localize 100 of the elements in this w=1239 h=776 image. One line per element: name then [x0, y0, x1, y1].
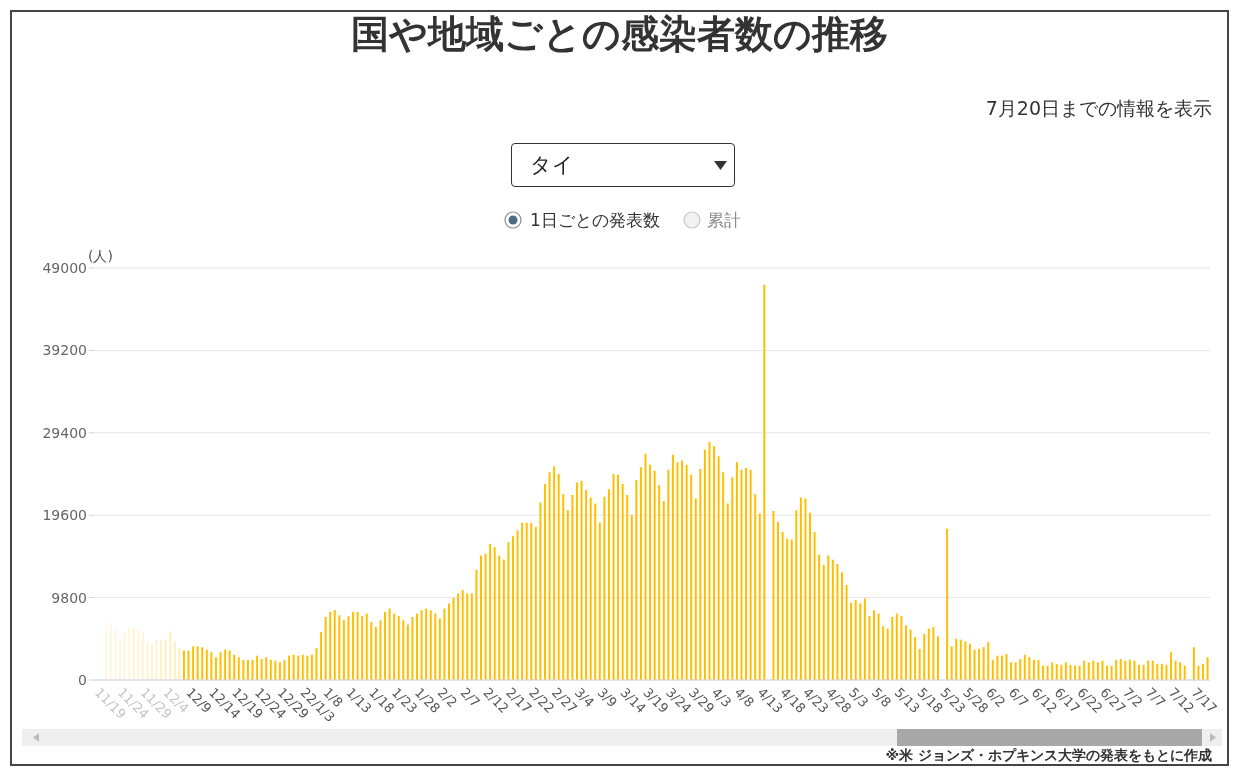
- bar: [868, 616, 871, 680]
- bar: [566, 510, 569, 680]
- bar: [420, 610, 423, 680]
- bar: [918, 648, 921, 680]
- bar: [484, 553, 487, 680]
- bar: [452, 597, 455, 680]
- bar: [1055, 664, 1058, 680]
- bar: [141, 632, 144, 680]
- bar: [466, 593, 469, 680]
- bar: [530, 522, 533, 680]
- bar: [598, 522, 601, 680]
- bar: [1124, 660, 1127, 680]
- bar: [872, 610, 875, 680]
- bar: [1087, 662, 1090, 680]
- bar: [685, 464, 688, 680]
- bar: [402, 620, 405, 680]
- bar: [306, 655, 309, 680]
- bar: [388, 608, 391, 680]
- bar: [777, 521, 780, 680]
- bar: [745, 468, 748, 680]
- bar: [681, 460, 684, 680]
- dropdown: タイ: [511, 143, 735, 187]
- bar: [461, 590, 464, 680]
- bar: [955, 638, 958, 680]
- chart-title: 国や地域ごとの感染者数の推移: [350, 12, 889, 56]
- bar: [411, 616, 414, 680]
- bar: [443, 608, 446, 680]
- bar: [1160, 664, 1163, 680]
- bar: [274, 660, 277, 680]
- bar: [457, 593, 460, 680]
- bar: [1138, 664, 1141, 680]
- x-tick-label: 6/7: [1005, 684, 1032, 711]
- bar: [292, 654, 295, 680]
- bar: [543, 484, 546, 680]
- bar: [585, 489, 588, 680]
- bar: [630, 515, 633, 680]
- bar: [438, 618, 441, 680]
- bar: [425, 608, 428, 680]
- bar: [968, 643, 971, 680]
- bar: [1032, 659, 1035, 680]
- bar: [384, 611, 387, 680]
- x-tick-label: 3/9: [594, 684, 621, 711]
- bar: [571, 495, 574, 680]
- bar: [575, 482, 578, 680]
- bar: [891, 616, 894, 680]
- bar: [429, 610, 432, 680]
- bar: [516, 530, 519, 680]
- bar: [1000, 655, 1003, 680]
- bar: [936, 636, 939, 680]
- bar: [987, 642, 990, 680]
- bar: [909, 629, 912, 680]
- bar: [690, 474, 693, 680]
- bar: [667, 469, 670, 680]
- bar: [1096, 662, 1099, 680]
- bar: [726, 503, 729, 680]
- bar: [356, 611, 359, 680]
- bar: [1202, 664, 1204, 680]
- x-tick-label: 5/8: [868, 684, 895, 711]
- bar: [169, 631, 172, 680]
- bar: [1042, 665, 1045, 680]
- bar: [1197, 665, 1200, 680]
- bar: [192, 646, 195, 680]
- bar: [589, 497, 592, 680]
- bar: [1083, 660, 1086, 680]
- bar: [242, 659, 245, 680]
- bar: [1092, 660, 1095, 680]
- x-tick-label: 7/7: [1142, 684, 1169, 711]
- bar: [964, 641, 967, 680]
- bar: [895, 613, 898, 680]
- bar: [553, 466, 556, 680]
- bar: [722, 472, 725, 680]
- bar: [160, 639, 163, 680]
- bar: [1106, 665, 1109, 680]
- bar: [502, 559, 505, 680]
- bar: [635, 479, 638, 680]
- bar: [900, 616, 903, 680]
- bar: [173, 641, 176, 680]
- bar: [1064, 662, 1067, 680]
- bar: [406, 624, 409, 680]
- bar: [699, 468, 702, 680]
- bar: [1128, 659, 1131, 680]
- bar: [799, 497, 802, 680]
- bar: [182, 650, 185, 680]
- bar: [329, 611, 332, 680]
- bar: [749, 469, 752, 680]
- bar: [539, 502, 542, 680]
- bar: [557, 474, 560, 680]
- bar: [694, 498, 697, 680]
- bar: [1110, 665, 1113, 680]
- bar: [187, 650, 190, 680]
- bar: [470, 593, 473, 680]
- bar: [342, 620, 345, 680]
- bar: [265, 657, 268, 680]
- bar: [786, 538, 789, 680]
- bar: [379, 620, 382, 680]
- bar: [923, 633, 926, 680]
- bar: [1142, 664, 1145, 680]
- bar: [882, 626, 885, 680]
- bar: [324, 616, 327, 680]
- bar: [950, 646, 953, 680]
